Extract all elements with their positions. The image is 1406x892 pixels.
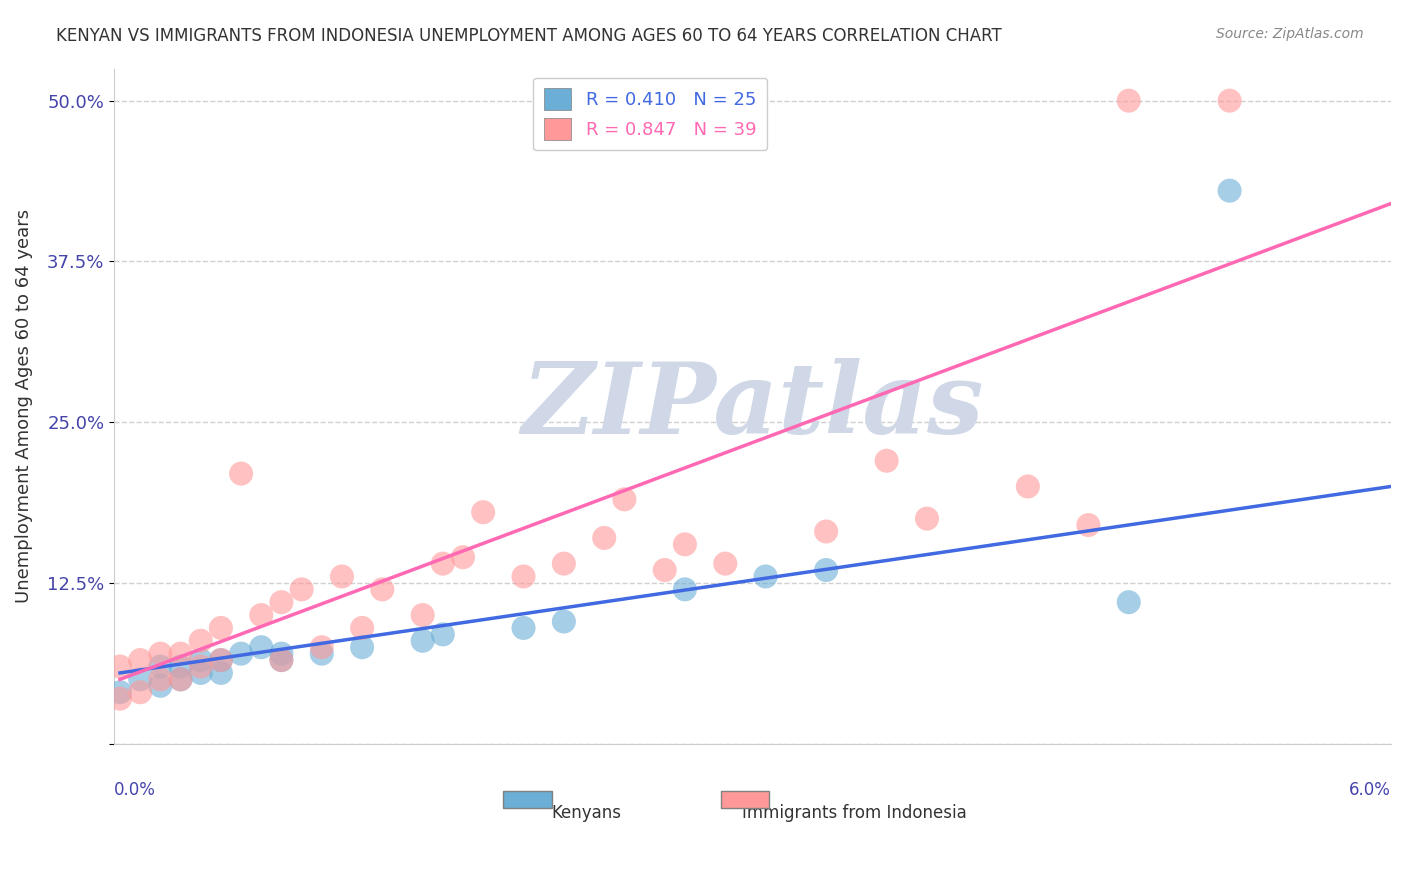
Point bbox=[169, 673, 191, 687]
Point bbox=[412, 608, 434, 623]
Point bbox=[190, 659, 212, 673]
Point bbox=[169, 659, 191, 673]
Point bbox=[250, 608, 273, 623]
Point bbox=[876, 454, 898, 468]
Point bbox=[129, 673, 152, 687]
Point bbox=[714, 557, 737, 571]
Point bbox=[1118, 94, 1140, 108]
Text: Immigrants from Indonesia: Immigrants from Indonesia bbox=[742, 805, 967, 822]
Point bbox=[1017, 479, 1039, 493]
Point bbox=[270, 653, 292, 667]
Point bbox=[330, 569, 353, 583]
Point bbox=[432, 627, 454, 641]
Point bbox=[613, 492, 636, 507]
Point bbox=[472, 505, 495, 519]
Text: ZIPatlas: ZIPatlas bbox=[522, 358, 984, 454]
Point bbox=[169, 647, 191, 661]
Text: Source: ZipAtlas.com: Source: ZipAtlas.com bbox=[1216, 27, 1364, 41]
Point bbox=[149, 679, 172, 693]
Point bbox=[149, 647, 172, 661]
Point bbox=[512, 621, 534, 635]
Point bbox=[512, 569, 534, 583]
Point bbox=[169, 673, 191, 687]
Point bbox=[209, 653, 232, 667]
Point bbox=[1219, 184, 1241, 198]
Point bbox=[190, 665, 212, 680]
Point bbox=[291, 582, 314, 597]
Point bbox=[108, 691, 131, 706]
Point bbox=[673, 582, 696, 597]
Legend: R = 0.410   N = 25, R = 0.847   N = 39: R = 0.410 N = 25, R = 0.847 N = 39 bbox=[533, 78, 768, 151]
Point bbox=[209, 653, 232, 667]
Text: 6.0%: 6.0% bbox=[1350, 780, 1391, 799]
Point bbox=[149, 659, 172, 673]
Point bbox=[311, 647, 333, 661]
Point bbox=[1219, 94, 1241, 108]
Text: Kenyans: Kenyans bbox=[551, 805, 621, 822]
Point bbox=[593, 531, 616, 545]
Point bbox=[412, 633, 434, 648]
Point bbox=[108, 659, 131, 673]
Point bbox=[815, 563, 838, 577]
Text: 0.0%: 0.0% bbox=[114, 780, 156, 799]
FancyBboxPatch shape bbox=[503, 791, 553, 808]
Point bbox=[190, 653, 212, 667]
Y-axis label: Unemployment Among Ages 60 to 64 years: Unemployment Among Ages 60 to 64 years bbox=[15, 209, 32, 603]
Point bbox=[1118, 595, 1140, 609]
Point bbox=[229, 647, 252, 661]
Point bbox=[270, 595, 292, 609]
Point bbox=[654, 563, 676, 577]
Point bbox=[209, 665, 232, 680]
Point bbox=[229, 467, 252, 481]
Point bbox=[553, 615, 575, 629]
Point bbox=[270, 647, 292, 661]
Point bbox=[129, 653, 152, 667]
Point bbox=[108, 685, 131, 699]
Point bbox=[250, 640, 273, 655]
Point bbox=[209, 621, 232, 635]
Point bbox=[1077, 518, 1099, 533]
FancyBboxPatch shape bbox=[720, 791, 769, 808]
Point bbox=[190, 633, 212, 648]
Point bbox=[451, 550, 474, 565]
Point bbox=[270, 653, 292, 667]
Point bbox=[352, 621, 374, 635]
Text: KENYAN VS IMMIGRANTS FROM INDONESIA UNEMPLOYMENT AMONG AGES 60 TO 64 YEARS CORRE: KENYAN VS IMMIGRANTS FROM INDONESIA UNEM… bbox=[56, 27, 1002, 45]
Point bbox=[149, 673, 172, 687]
Point bbox=[371, 582, 394, 597]
Point bbox=[311, 640, 333, 655]
Point bbox=[755, 569, 778, 583]
Point bbox=[352, 640, 374, 655]
Point bbox=[129, 685, 152, 699]
Point bbox=[553, 557, 575, 571]
Point bbox=[432, 557, 454, 571]
Point bbox=[673, 537, 696, 551]
Point bbox=[815, 524, 838, 539]
Point bbox=[915, 511, 938, 525]
